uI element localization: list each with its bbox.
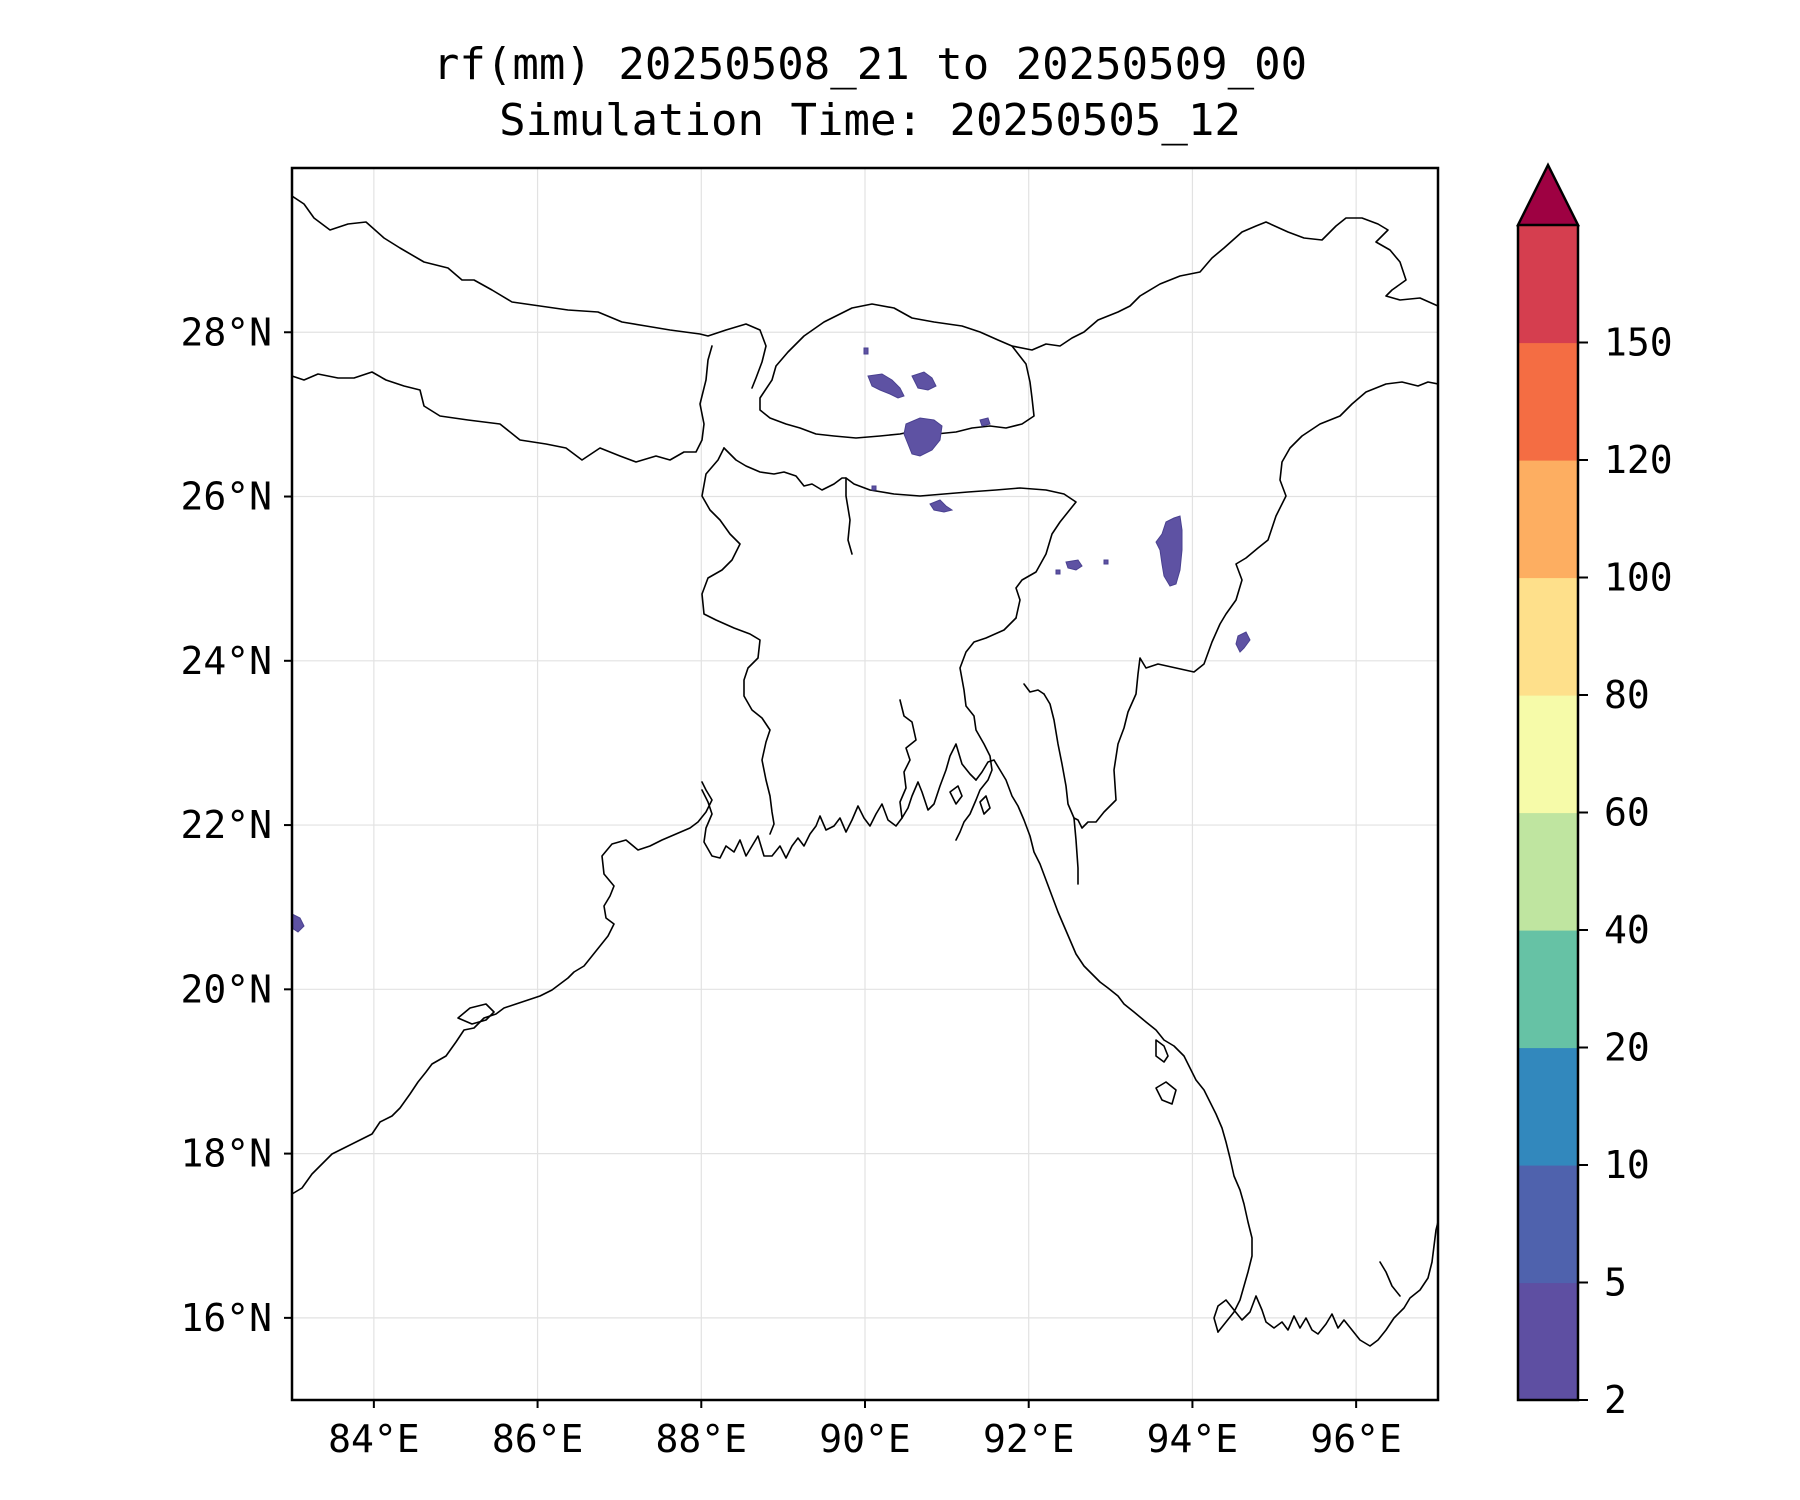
rain-area-bhutan-west: [867, 373, 905, 399]
sundarbans-coast: [701, 743, 977, 859]
colorbar-tick-label: 40: [1604, 908, 1650, 952]
y-tick-label: 24°N: [180, 639, 272, 683]
colorbar-segment: [1518, 695, 1578, 814]
cheduba-island: [1155, 1081, 1177, 1105]
bhutan-border: [759, 303, 1035, 439]
colorbar-tick-label: 80: [1604, 673, 1650, 717]
y-tick-label: 16°N: [180, 1296, 272, 1340]
rain-area-odisha-west: [292, 913, 305, 933]
y-tick-label: 22°N: [180, 803, 272, 847]
x-tick-label: 84°E: [328, 1417, 420, 1461]
india-east-coast: [292, 781, 713, 1195]
mahanadi-coast-detail: [457, 1003, 495, 1025]
irrawaddy-delta-coast: [1213, 1221, 1438, 1347]
meghna-estuary: [899, 699, 917, 819]
x-tick-label: 86°E: [492, 1417, 584, 1461]
meghalaya-border: [845, 477, 1077, 619]
rain-area-assam-west: [929, 499, 954, 513]
colorbar-segment: [1518, 930, 1578, 1049]
colorbar-segment: [1518, 577, 1578, 696]
longitude-axis: 84°E 86°E 88°E 90°E 92°E 94°E 96°E: [328, 1400, 1402, 1461]
y-tick-label: 28°N: [180, 310, 272, 354]
chittagong-coast: [975, 759, 1253, 1333]
latitude-axis: 16°N 18°N 20°N 22°N 24°N 26°N 28°N: [180, 310, 292, 1340]
colorbar-tick-label: 100: [1604, 556, 1673, 600]
map-title-line-1: rf(mm) 20250508_21 to 20250509_00: [432, 39, 1308, 90]
kutubdia-island: [979, 795, 991, 815]
x-tick-label: 88°E: [656, 1417, 748, 1461]
coastlines-and-borders: [292, 195, 1438, 1347]
colorbar: 2 5 10 20 40 60 80 100 120 150: [1515, 162, 1673, 1422]
x-tick-label: 90°E: [819, 1417, 911, 1461]
arakan-islands: [1155, 1039, 1169, 1063]
colorbar-tick-label: 150: [1604, 321, 1673, 365]
mizoram-border: [1043, 693, 1079, 885]
colorbar-extend-triangle: [1515, 162, 1581, 227]
map-title-line-2: Simulation Time: 20250505_12: [499, 95, 1241, 146]
rain-area-nagaland: [1155, 515, 1183, 587]
bangladesh-west-border: [701, 447, 775, 835]
rain-area-assam-fleck: [871, 485, 877, 491]
rain-area-meghalaya-fleck: [1055, 569, 1061, 575]
bangladesh-east-border: [955, 617, 1017, 841]
rain-area-bhutan-east-fleck: [979, 417, 991, 427]
colorbar-segment: [1518, 225, 1578, 344]
y-tick-label: 26°N: [180, 475, 272, 519]
rain-area-manipur: [1235, 631, 1251, 653]
colorbar-segment: [1518, 460, 1578, 579]
bangladesh-north-border: [723, 447, 853, 555]
colorbar-tick-label: 120: [1604, 438, 1673, 482]
colorbar-tick-label: 60: [1604, 791, 1650, 835]
nepal-south-border: [292, 345, 713, 463]
colorbar-tick-label: 20: [1604, 1026, 1650, 1070]
x-tick-label: 92°E: [983, 1417, 1075, 1461]
arunachal-border: [1011, 217, 1438, 351]
colorbar-segment: [1518, 342, 1578, 461]
colorbar-tick-label: 5: [1604, 1261, 1627, 1305]
colorbar-segment: [1518, 1047, 1578, 1166]
rain-area-bhutan-south: [903, 417, 943, 457]
rain-area-meghalaya-east: [1065, 559, 1083, 571]
colorbar-segment: [1518, 1282, 1578, 1401]
mizoram-west: [1023, 683, 1045, 695]
rain-area-meghalaya-fleck-2: [1103, 559, 1109, 565]
y-tick-label: 20°N: [180, 967, 272, 1011]
india-myanmar-border: [1073, 381, 1438, 829]
colorbar-tick-label: 10: [1604, 1143, 1650, 1187]
colorbar-segment: [1518, 1165, 1578, 1284]
x-tick-label: 96°E: [1310, 1417, 1402, 1461]
y-tick-label: 18°N: [180, 1132, 272, 1176]
x-tick-label: 94°E: [1147, 1417, 1239, 1461]
sandwip-island: [949, 785, 963, 805]
rainfall-areas: [292, 347, 1251, 933]
myanmar-southeast-coast: [1379, 1261, 1401, 1297]
colorbar-segment: [1518, 812, 1578, 931]
nepal-north-border: [292, 195, 767, 389]
rain-area-bhutan-central: [911, 371, 937, 391]
colorbar-tick-label: 2: [1604, 1378, 1627, 1422]
rain-area-bhutan-fleck: [863, 347, 869, 355]
